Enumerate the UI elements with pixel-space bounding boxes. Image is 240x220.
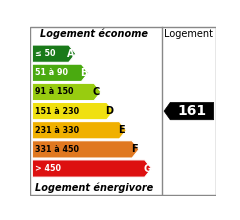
Text: A: A <box>67 49 75 59</box>
Text: 231 à 330: 231 à 330 <box>35 126 79 135</box>
Text: 91 à 150: 91 à 150 <box>35 88 73 96</box>
Polygon shape <box>32 45 76 62</box>
Text: F: F <box>131 144 138 154</box>
Text: 331 à 450: 331 à 450 <box>35 145 79 154</box>
Text: 151 à 230: 151 à 230 <box>35 107 79 116</box>
Text: C: C <box>93 87 100 97</box>
Polygon shape <box>32 122 126 139</box>
Text: B: B <box>80 68 88 78</box>
Polygon shape <box>32 141 139 158</box>
Polygon shape <box>32 160 152 177</box>
Text: ≤ 50: ≤ 50 <box>35 49 55 58</box>
Text: Logement économe: Logement économe <box>40 29 148 39</box>
Text: Logement: Logement <box>164 29 213 39</box>
Polygon shape <box>164 103 214 120</box>
Polygon shape <box>32 83 101 101</box>
Polygon shape <box>32 103 114 120</box>
Text: E: E <box>119 125 125 135</box>
Polygon shape <box>32 64 88 81</box>
Text: Logement énergivore: Logement énergivore <box>35 183 153 193</box>
Text: 161: 161 <box>177 104 207 118</box>
Text: 51 à 90: 51 à 90 <box>35 68 68 77</box>
Text: > 450: > 450 <box>35 164 61 173</box>
Text: D: D <box>105 106 113 116</box>
Text: G: G <box>143 163 151 174</box>
